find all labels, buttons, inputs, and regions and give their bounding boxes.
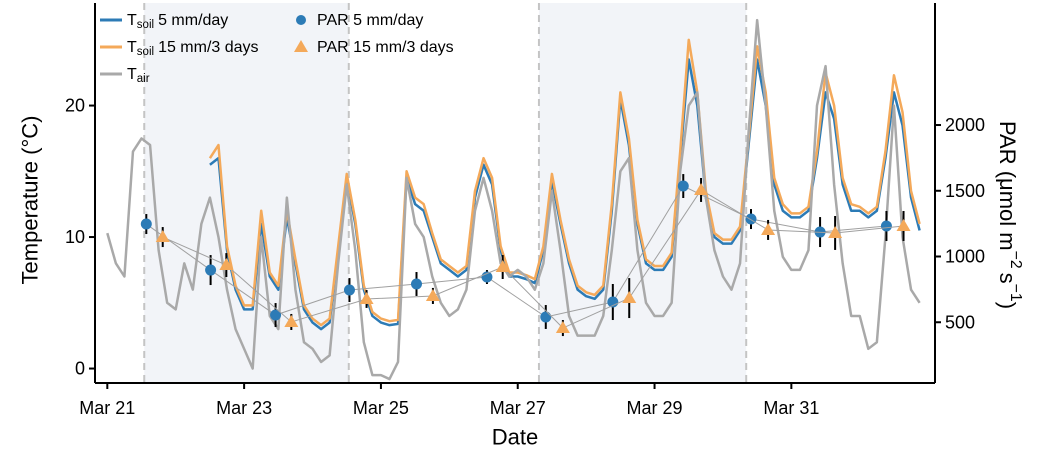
x-tick-label: Mar 23 (216, 398, 272, 418)
x-tick-label: Mar 29 (627, 398, 683, 418)
subscript: soil (137, 19, 154, 31)
legend-label: Tsoil 15 mm/3 days (127, 39, 259, 59)
x-axis-title: Date (492, 425, 538, 449)
marker-triangle (425, 288, 440, 301)
subscript: soil (137, 46, 154, 58)
text-part: 5 mm/day (158, 12, 228, 29)
marker-triangle (896, 219, 911, 232)
x-tick-label: Mar 25 (353, 398, 409, 418)
legend-item: PAR 5 mm/day (296, 12, 423, 29)
legend-item: Tsoil 15 mm/3 days (100, 39, 259, 59)
y-axis-title: Temperature (°C) (18, 116, 43, 285)
legend-swatch (296, 15, 306, 25)
y2-tick-label: 1000 (945, 247, 985, 267)
marker-triangle (495, 260, 510, 273)
y-tick-label: 20 (65, 96, 85, 116)
marker-triangle (761, 222, 776, 235)
y2-tick-label: 500 (945, 312, 975, 332)
legend-item: PAR 15 mm/3 days (294, 39, 454, 56)
text-part: PAR 5 mm/day (317, 12, 423, 29)
y-tick-label: 10 (65, 227, 85, 247)
connector-line (146, 185, 887, 318)
legend-label: Tair (127, 66, 150, 86)
y2-tick-label: 1500 (945, 181, 985, 201)
marker-triangle (828, 225, 843, 238)
legend-item: Tsoil 5 mm/day (100, 12, 228, 32)
marker-circle (880, 220, 892, 232)
marker-circle (140, 218, 152, 230)
x-tick-label: Mar 21 (79, 398, 135, 418)
text-part: PAR 15 mm/3 days (317, 39, 454, 56)
y2-tick-label: 2000 (945, 115, 985, 135)
line (208, 38, 921, 327)
marker-circle (410, 278, 422, 290)
line (106, 18, 921, 381)
subscript: air (137, 73, 150, 85)
legend-label: PAR 5 mm/day (317, 12, 423, 29)
marker-triangle (219, 258, 234, 271)
marker-triangle (284, 314, 299, 327)
marker-triangle (694, 182, 709, 195)
marker-circle (540, 311, 552, 323)
marker-triangle (555, 321, 570, 334)
legend-label: PAR 15 mm/3 days (317, 39, 454, 56)
marker-circle (745, 213, 757, 225)
connector-line (162, 189, 904, 329)
shaded-span (538, 3, 747, 383)
plot-area (106, 18, 921, 381)
marker-circle (343, 284, 355, 296)
text-part: 15 mm/3 days (158, 39, 258, 56)
marker-triangle (622, 291, 637, 304)
y-tick-label: 0 (75, 359, 85, 379)
legend-label: Tsoil 5 mm/day (127, 12, 228, 32)
text-part: PAR (μmol m (996, 121, 1021, 251)
text-part: ) (996, 302, 1021, 309)
text-part: s (996, 273, 1021, 284)
x-tick-label: Mar 31 (763, 398, 819, 418)
text-part: T (127, 39, 137, 56)
legend-swatch (294, 40, 308, 52)
marker-triangle (155, 230, 170, 243)
superscript: −2 (1008, 251, 1025, 269)
marker-circle (677, 180, 689, 192)
marker-circle (205, 264, 217, 276)
legend-item: Tair (100, 66, 150, 86)
text-part: T (127, 12, 137, 29)
x-tick-label: Mar 27 (490, 398, 546, 418)
marker-circle (270, 309, 282, 321)
text-part: T (127, 66, 137, 83)
marker-triangle (359, 291, 374, 304)
superscript: −1 (1008, 284, 1025, 302)
y2-axis-title: PAR (μmol m−2 s−1) (996, 121, 1025, 309)
